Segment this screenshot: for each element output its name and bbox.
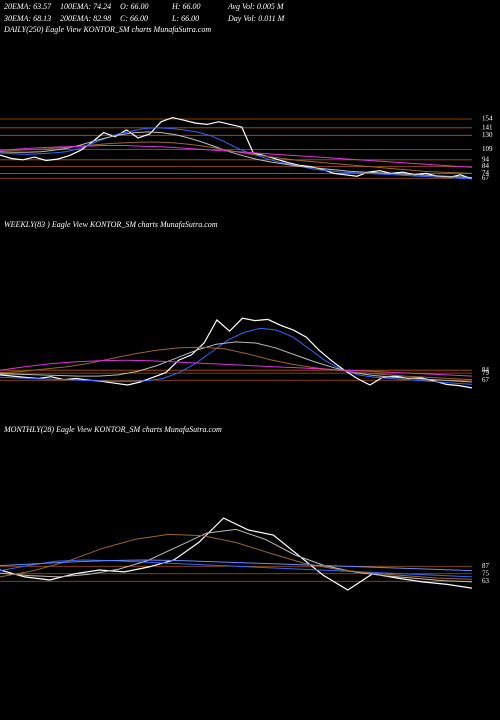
y-tick-label: 84 bbox=[482, 366, 490, 374]
series-line bbox=[0, 346, 473, 381]
y-tick-label: 67 bbox=[482, 376, 490, 384]
y-tick-label: 94 bbox=[482, 155, 490, 163]
header-stat: O: 66.00 bbox=[120, 2, 148, 11]
y-tick-label: 75 bbox=[482, 569, 490, 577]
panel-title: WEEKLY(83 ) Eagle View KONTOR_SM charts … bbox=[4, 220, 218, 229]
series-line bbox=[0, 359, 473, 377]
y-tick-label: 63 bbox=[482, 577, 490, 585]
series-line bbox=[0, 533, 473, 580]
panel-title: DAILY(250) Eagle View KONTOR_SM charts M… bbox=[3, 25, 211, 34]
series-line bbox=[0, 145, 473, 168]
y-tick-label: 130 bbox=[482, 131, 493, 139]
header-stat: H: 66.00 bbox=[171, 2, 200, 11]
y-tick-label: 74 bbox=[482, 169, 490, 177]
y-tick-label: 79 bbox=[482, 369, 490, 377]
y-tick-label: 87 bbox=[482, 562, 490, 570]
header-stat: C: 66.00 bbox=[120, 14, 148, 23]
y-tick-label: 141 bbox=[482, 123, 493, 131]
header-stat: Day Vol: 0.011 M bbox=[227, 14, 286, 23]
panel-title: MONTHLY(28) Eagle View KONTOR_SM charts … bbox=[3, 425, 222, 434]
header-stat: 100EMA: 74.24 bbox=[60, 2, 111, 11]
series-line bbox=[0, 559, 473, 572]
header-stat: 30EMA: 68.13 bbox=[3, 14, 51, 23]
series-line bbox=[0, 131, 473, 178]
y-tick-label: 84 bbox=[482, 162, 490, 170]
series-line bbox=[0, 317, 473, 389]
y-tick-label: 154 bbox=[482, 115, 493, 123]
header-stat: L: 66.00 bbox=[171, 14, 199, 23]
header-stat: Avg Vol: 0.005 M bbox=[227, 2, 285, 11]
y-tick-label: 67 bbox=[482, 174, 490, 182]
series-line bbox=[0, 559, 473, 578]
header-stat: 20EMA: 63.57 bbox=[4, 2, 52, 11]
y-tick-label: 109 bbox=[482, 145, 493, 153]
header-stat: 200EMA: 82.98 bbox=[60, 14, 111, 23]
series-line bbox=[0, 127, 473, 180]
series-line bbox=[0, 528, 473, 583]
series-line bbox=[0, 327, 473, 385]
series-line bbox=[0, 341, 473, 383]
series-line bbox=[0, 517, 473, 591]
